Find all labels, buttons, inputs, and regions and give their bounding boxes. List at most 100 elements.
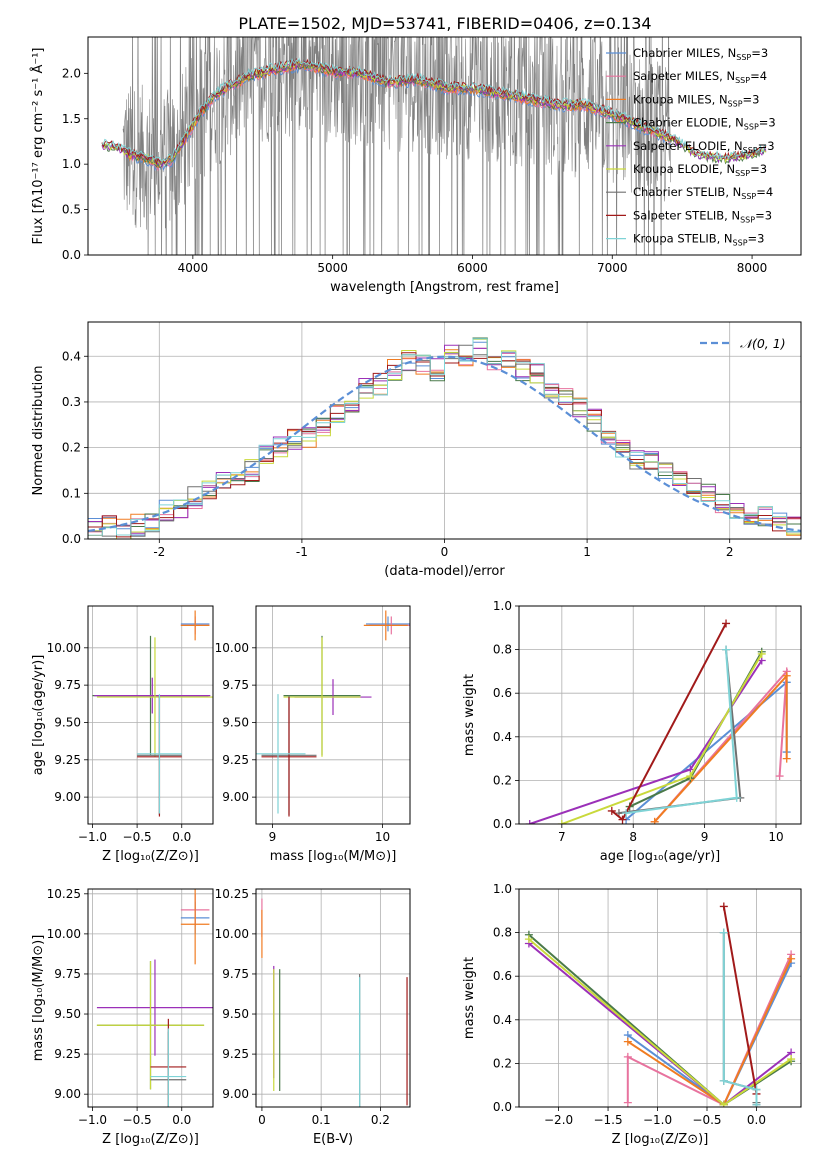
legend-label: Chabrier STELIB, NSSP=4 (633, 185, 773, 201)
mass_weight_vs_Z-xlabel: Z [log₁₀(Z/Z⊙)] (612, 1132, 709, 1147)
y-tick-label: 0.0 (493, 817, 512, 831)
mass_weight_vs_age-frame (518, 605, 802, 825)
mass-weight-marker (719, 1100, 728, 1107)
y-tick-label: 9.50 (54, 1007, 81, 1021)
age_vs_Z_bars-ylabel: age [log₁₀(age/yr)] (31, 655, 46, 776)
legend-label: 𝒩(0, 1) (740, 336, 786, 351)
x-tick-label: −0.5 (692, 1113, 721, 1127)
mass-weight-marker (732, 793, 741, 802)
x-tick-label: 2 (726, 545, 734, 559)
mass-weight-line-kroupa_stelib (722, 932, 758, 1105)
age_vs_mass_bars-plot-area (256, 610, 410, 817)
mass_vs_Z_bars-plot-area (96, 889, 213, 1107)
x-tick-label: 6000 (457, 261, 488, 275)
observed-spectrum-line (122, 37, 671, 255)
x-tick-label: −2.0 (544, 1113, 573, 1127)
x-tick-label: 0.0 (172, 830, 191, 844)
y-tick-label: 10.25 (47, 887, 81, 901)
y-tick-label: 0.2 (493, 773, 512, 787)
y-tick-label: 0.0 (62, 532, 81, 546)
mass-weight-marker (650, 817, 659, 824)
mass_weight_vs_Z-plot-area (524, 902, 796, 1107)
mass-weight-marker (719, 928, 728, 937)
x-tick-label: 8000 (737, 261, 768, 275)
mass-weight-marker (722, 645, 731, 654)
x-tick-label: 9 (701, 830, 709, 844)
y-tick-label: 9.75 (54, 967, 81, 981)
mass-weight-marker (686, 772, 695, 781)
legend-label: Chabrier MILES, NSSP=3 (633, 46, 768, 62)
y-tick-label: 9.00 (54, 790, 81, 804)
legend-label: Kroupa ELODIE, NSSP=3 (633, 162, 767, 178)
mass_vs_Z_bars-xlabel: Z [log₁₀(Z/Z⊙)] (102, 1132, 199, 1147)
residuals-plot-area (88, 337, 801, 539)
y-tick-label: 9.50 (54, 715, 81, 729)
x-tick-label: 1 (583, 545, 591, 559)
y-tick-label: 0.2 (493, 1056, 512, 1070)
x-tick-label: 7000 (597, 261, 628, 275)
model-spectrum-salpeter_stelib (101, 57, 767, 165)
mass-weight-marker (782, 671, 791, 680)
mass_weight_vs_age-xlabel: age [log₁₀(age/yr)] (600, 849, 721, 864)
spectrum-frame (87, 36, 802, 256)
y-tick-label: 9.75 (54, 678, 81, 692)
x-tick-label: −0.5 (123, 830, 152, 844)
mass_vs_ebv_bars-plot-area (261, 898, 408, 1107)
mass_weight_vs_age-ylabel: mass weight (462, 674, 477, 756)
y-tick-label: 9.50 (222, 715, 249, 729)
y-tick-label: 0.8 (493, 643, 512, 657)
x-tick-label: 4000 (178, 261, 209, 275)
x-tick-label: 8 (629, 830, 637, 844)
mass-weight-marker (752, 1085, 761, 1094)
y-tick-label: 10.00 (215, 927, 249, 941)
y-tick-label: 10.00 (47, 927, 81, 941)
mass_vs_ebv_bars-axes: 0 0.1 0.2 9.00 9.25 9.50 9.75 10.00 10.25 E(B-V) (215, 887, 410, 1147)
x-tick-label: 0 (258, 1113, 266, 1127)
normal-curve-line (88, 355, 801, 533)
residual-hist-kroupa_stelib (88, 338, 801, 536)
model-spectrum-kroupa_miles (128, 62, 672, 169)
mass-weight-marker (618, 815, 627, 824)
x-tick-label: -1 (296, 545, 308, 559)
age_vs_mass_bars-axes: 9 10 9.00 9.25 9.50 9.75 10.00 mass [log₁₀(M/M⊙… (215, 606, 410, 864)
x-tick-label: -2 (153, 545, 165, 559)
age_vs_Z_bars-frame (87, 605, 214, 825)
spectrum-legend: Chabrier MILES, NSSP=3 Salpeter MILES, NS… (606, 46, 776, 248)
age_vs_mass_bars-xlabel: mass [log₁₀(M/M⊙)] (270, 849, 397, 864)
y-tick-label: 9.00 (222, 1087, 249, 1101)
mass_weight_vs_age-plot-area (525, 619, 791, 824)
mass_vs_Z_bars-axes: −1.0 −0.5 0.0 9.00 9.25 9.50 9.75 10.00 10.25 Z [… (31, 887, 213, 1147)
mass_vs_ebv_bars-xlabel: E(B-V) (313, 1132, 353, 1147)
mass-weight-marker (607, 806, 616, 815)
x-tick-label: −1.5 (593, 1113, 622, 1127)
age_vs_Z_bars-xlabel: Z [log₁₀(Z/Z⊙)] (102, 849, 199, 864)
y-tick-label: 0.1 (62, 486, 81, 500)
mass_vs_Z_bars-frame (87, 888, 214, 1108)
mass-weight-marker (782, 754, 791, 763)
x-tick-label: −1.0 (78, 1113, 107, 1127)
y-tick-label: 0.3 (62, 395, 81, 409)
x-tick-label: −1.0 (643, 1113, 672, 1127)
legend-label: Salpeter MILES, NSSP=4 (633, 69, 767, 85)
mass-weight-marker (787, 954, 796, 963)
spectrum-axes: 4000 5000 6000 7000 8000 0.0 0.5 1.0 1.5 2.0 wavel… (30, 48, 767, 296)
mass-weight-marker (752, 1100, 761, 1107)
mass-weight-marker (525, 820, 534, 824)
mass-weight-marker (775, 772, 784, 781)
x-tick-label: 10 (768, 830, 783, 844)
y-tick-label: 10.00 (47, 641, 81, 655)
x-tick-label: 0.1 (312, 1113, 331, 1127)
legend-label: Kroupa STELIB, NSSP=3 (633, 232, 764, 248)
y-tick-label: 9.50 (222, 1007, 249, 1021)
mass-weight-marker (524, 935, 533, 944)
residuals-legend: 𝒩(0, 1) (700, 336, 786, 351)
y-tick-label: 9.25 (54, 753, 81, 767)
x-tick-label: 7 (558, 830, 566, 844)
legend-label: Salpeter STELIB, NSSP=3 (633, 208, 772, 224)
mass-weight-marker (623, 1037, 632, 1046)
spectrum-plot-area (101, 37, 767, 255)
mass-weight-marker (623, 1098, 632, 1107)
model-spectrum-kroupa_stelib (101, 57, 767, 163)
y-tick-label: 1.5 (62, 112, 81, 126)
